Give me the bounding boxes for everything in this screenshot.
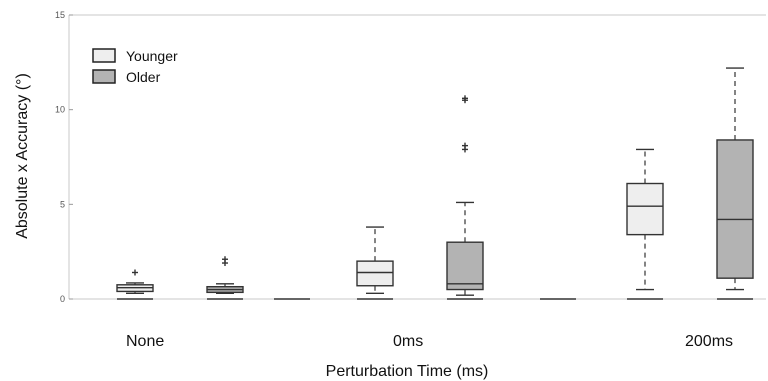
box-series <box>116 67 754 296</box>
iqr-box <box>446 241 484 291</box>
legend-label-younger: Younger <box>126 48 178 64</box>
category-label: None <box>126 333 164 350</box>
category-label: 200ms <box>685 333 733 350</box>
legend-swatch-younger <box>92 48 116 63</box>
legend-swatch-older <box>92 69 116 84</box>
y-tick-label: 5 <box>60 199 65 209</box>
y-axis-ticks: 0 5 10 15 <box>55 10 73 304</box>
outlier-marker <box>462 142 468 149</box>
outlier-marker <box>222 256 228 263</box>
iqr-box <box>716 139 754 279</box>
box-older-0ms <box>446 95 484 296</box>
outlier-marker <box>132 269 138 276</box>
y-tick-label: 10 <box>55 105 65 115</box>
x-axis-title: Perturbation Time (ms) <box>326 363 489 380</box>
category-labels: None 0ms 200ms <box>126 333 733 350</box>
iqr-box <box>626 182 664 236</box>
y-axis-title: Absolute x Accuracy (°) <box>14 73 31 239</box>
legend-label-older: Older <box>126 69 161 85</box>
y-tick-label: 15 <box>55 10 65 20</box>
box-younger-none <box>116 269 154 295</box>
iqr-box <box>356 260 394 287</box>
box-older-none <box>206 256 244 295</box>
box-younger-200ms <box>626 148 664 291</box>
legend: Younger Older <box>92 48 178 85</box>
y-tick-label: 0 <box>60 294 65 304</box>
box-younger-0ms <box>356 226 394 295</box>
box-older-200ms <box>716 67 754 291</box>
outlier-marker <box>462 95 468 102</box>
category-label: 0ms <box>393 333 423 350</box>
